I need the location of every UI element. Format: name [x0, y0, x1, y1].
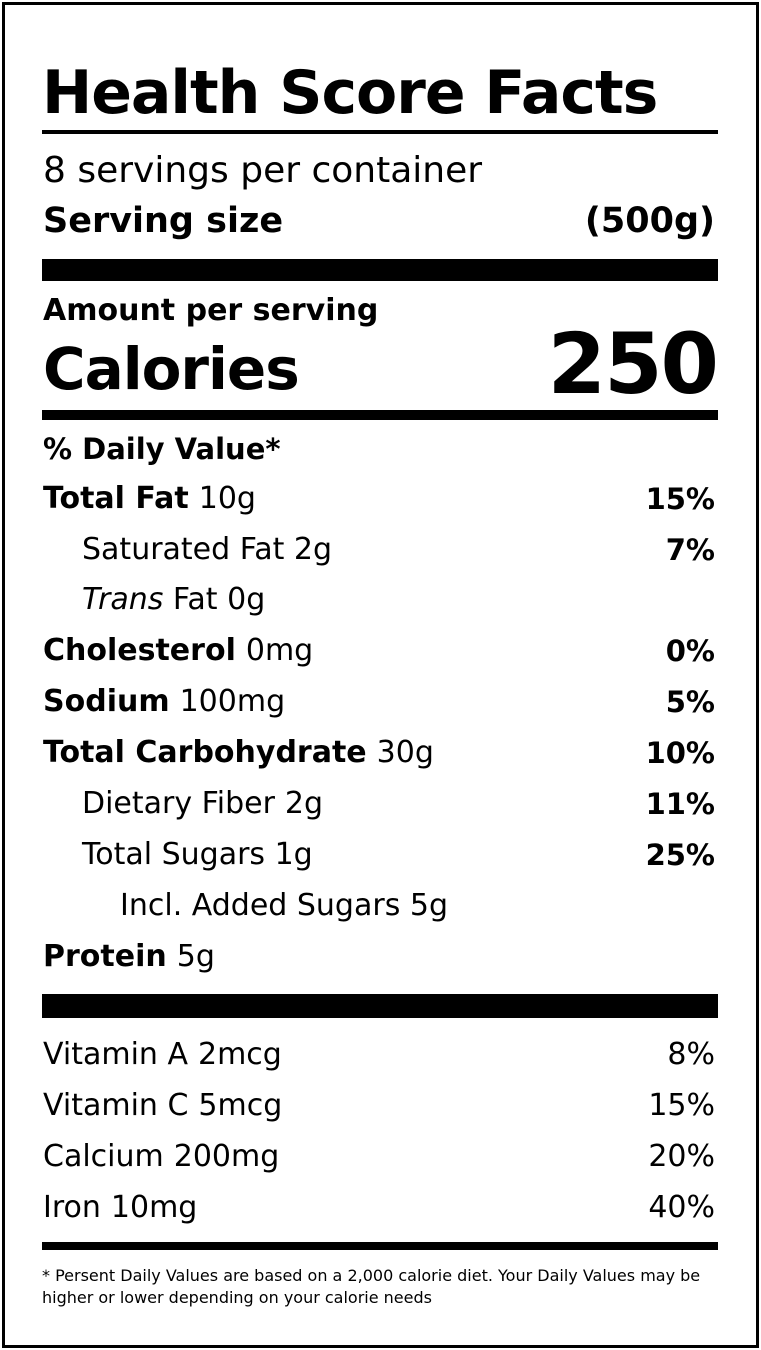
nutrient-percent: 11%	[645, 787, 715, 821]
vitamin-amount: 2mcg	[197, 1037, 282, 1072]
vitamin-amount: 200mg	[173, 1139, 280, 1174]
nutrient-amount: 10g	[198, 481, 256, 516]
nutrient-row-saturated-fat: Saturated Fat 2g	[82, 531, 332, 569]
amount-per-serving: Amount per serving	[43, 293, 379, 328]
nutrient-percent: 0%	[665, 634, 715, 668]
serving-size-value: (500g)	[584, 201, 715, 241]
nutrient-percent: 7%	[665, 533, 715, 567]
nutrient-name: Cholesterol	[43, 633, 236, 668]
vitamin-name: Vitamin C	[43, 1088, 189, 1123]
nutrient-amount: 30g	[376, 735, 434, 770]
nutrient-row-total-fat: Total Fat 10g	[43, 480, 256, 518]
nutrient-amount: 0mg	[245, 633, 314, 668]
nutrient-row-added-sugars: Incl. Added Sugars 5g	[120, 887, 448, 925]
nutrient-percent: 15%	[645, 482, 715, 516]
nutrient-name: Saturated Fat	[82, 532, 285, 567]
vitamin-name: Iron	[43, 1190, 101, 1225]
nutrient-percent: 25%	[645, 838, 715, 872]
nutrient-amount: 2g	[284, 786, 324, 821]
nutrient-name: Trans	[82, 582, 164, 617]
nutrient-name: Total Fat	[43, 481, 189, 516]
daily-value-header: % Daily Value*	[43, 432, 281, 466]
nutrient-name: Protein	[43, 939, 167, 974]
nutrient-percent: 5%	[665, 685, 715, 719]
vitamin-row-calcium: Calcium 200mg	[43, 1138, 279, 1176]
vitamin-percent: 15%	[648, 1088, 715, 1123]
serving-size-label: Serving size	[43, 201, 284, 241]
vitamin-name: Calcium	[43, 1139, 164, 1174]
divider-thick	[42, 259, 718, 281]
nutrient-row-cholesterol: Cholesterol 0mg	[43, 632, 313, 670]
divider-medium	[42, 1242, 718, 1250]
calories-value: 250	[547, 315, 719, 413]
vitamin-row-a: Vitamin A 2mcg	[43, 1036, 282, 1074]
nutrient-percent: 10%	[645, 736, 715, 770]
calories-label: Calories	[43, 335, 300, 403]
nutrient-name: Dietary Fiber	[82, 786, 275, 821]
divider-medium	[42, 410, 718, 420]
divider-thin	[42, 130, 718, 134]
vitamin-amount: 10mg	[110, 1190, 198, 1225]
nutrient-name-rest: Fat	[172, 582, 218, 617]
nutrient-amount: 2g	[293, 532, 333, 567]
servings-per-container: 8 servings per container	[43, 150, 483, 191]
nutrient-amount: 100mg	[179, 684, 286, 719]
vitamin-amount: 5mcg	[198, 1088, 283, 1123]
nutrient-name: Total Sugars	[82, 837, 266, 872]
nutrient-name: Total Carbohydrate	[43, 735, 367, 770]
nutrient-amount: 1g	[274, 837, 313, 872]
label-title: Health Score Facts	[42, 58, 658, 128]
vitamin-percent: 40%	[648, 1190, 715, 1225]
nutrient-name: Sodium	[43, 684, 170, 719]
nutrient-row-total-sugars: Total Sugars 1g	[82, 836, 313, 874]
nutrient-row-total-carbohydrate: Total Carbohydrate 30g	[43, 734, 434, 772]
divider-thick	[42, 994, 718, 1018]
nutrient-row-trans-fat: Trans Fat 0g	[82, 581, 265, 619]
nutrient-amount: 5g	[409, 888, 449, 923]
nutrient-name: Incl. Added Sugars	[120, 888, 401, 923]
nutrient-amount: 0g	[227, 582, 266, 617]
vitamin-percent: 20%	[648, 1139, 715, 1174]
nutrient-row-sodium: Sodium 100mg	[43, 683, 285, 721]
nutrient-amount: 5g	[176, 939, 215, 974]
nutrient-row-dietary-fiber: Dietary Fiber 2g	[82, 785, 323, 823]
vitamin-name: Vitamin A	[43, 1037, 188, 1072]
footnote: * Persent Daily Values are based on a 2,…	[42, 1266, 701, 1307]
vitamin-percent: 8%	[667, 1037, 715, 1072]
vitamin-row-iron: Iron 10mg	[43, 1189, 197, 1227]
vitamin-row-c: Vitamin C 5mcg	[43, 1087, 282, 1125]
nutrient-row-protein: Protein 5g	[43, 938, 215, 976]
